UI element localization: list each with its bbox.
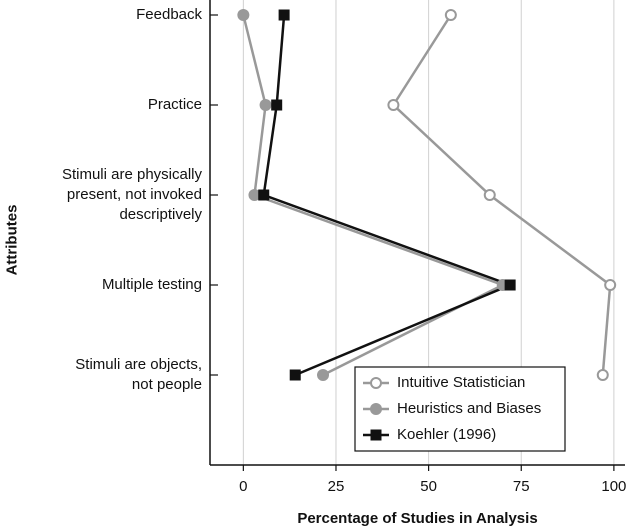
marker <box>259 99 272 111</box>
marker <box>271 99 283 111</box>
y-tick-label: Feedback <box>136 6 202 23</box>
x-tick-label: 100 <box>601 478 626 495</box>
marker <box>278 9 290 21</box>
x-tick-label: 50 <box>420 478 437 495</box>
marker <box>317 369 330 381</box>
series-line <box>262 14 514 377</box>
marker <box>237 9 250 21</box>
marker <box>248 189 261 201</box>
y-tick-label: Multiple testing <box>101 276 202 293</box>
legend-box <box>354 366 566 452</box>
legend: Intuitive Statistician Heuristics and Bia… <box>354 366 566 452</box>
marker <box>370 377 382 389</box>
marker <box>370 403 382 415</box>
y-tick-label: Practice <box>147 96 202 113</box>
marker <box>596 369 609 381</box>
marker <box>387 99 400 111</box>
marker <box>604 279 617 291</box>
y-tick-label: Stimuli are physically present, not invo… <box>61 166 202 223</box>
marker <box>504 279 516 291</box>
x-tick-label: 0 <box>239 478 247 495</box>
y-tick-label: Stimuli are objects, not people <box>75 356 202 393</box>
marker <box>258 189 270 201</box>
marker <box>370 429 382 441</box>
series-line <box>242 14 506 377</box>
legend-label: Intuitive Statistician <box>397 374 525 391</box>
x-tick-label: 25 <box>328 478 345 495</box>
x-axis-label: Percentage of Studies in Analysis <box>297 510 538 527</box>
x-tick-label: 75 <box>513 478 530 495</box>
marker <box>289 369 301 381</box>
legend-label: Heuristics and Biases <box>397 400 541 417</box>
marker <box>444 9 457 21</box>
marker <box>483 189 496 201</box>
legend-label: Koehler (1996) <box>397 426 496 443</box>
